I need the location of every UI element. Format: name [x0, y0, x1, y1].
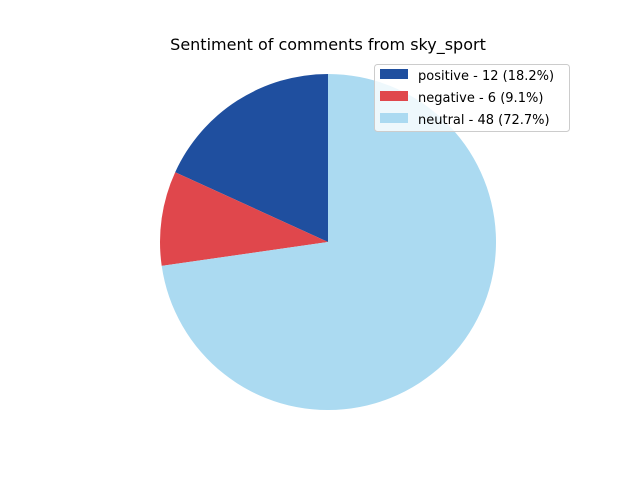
chart-title: Sentiment of comments from sky_sport	[170, 35, 486, 55]
pie-slice-neutral	[161, 74, 496, 410]
pie-slice-positive	[175, 74, 328, 242]
chart-legend: positive - 12 (18.2%) negative - 6 (9.1%…	[374, 64, 570, 132]
legend-label-neutral: neutral - 48 (72.7%)	[418, 113, 550, 128]
legend-label-positive: positive - 12 (18.2%)	[418, 69, 554, 84]
legend-label-negative: negative - 6 (9.1%)	[418, 91, 543, 106]
pie-slice-negative	[159, 172, 328, 266]
legend-swatch-positive	[380, 69, 408, 79]
legend-swatch-negative	[380, 91, 408, 101]
legend-swatch-neutral	[380, 113, 408, 123]
pie-slices	[159, 74, 496, 410]
legend-frame	[374, 64, 570, 132]
